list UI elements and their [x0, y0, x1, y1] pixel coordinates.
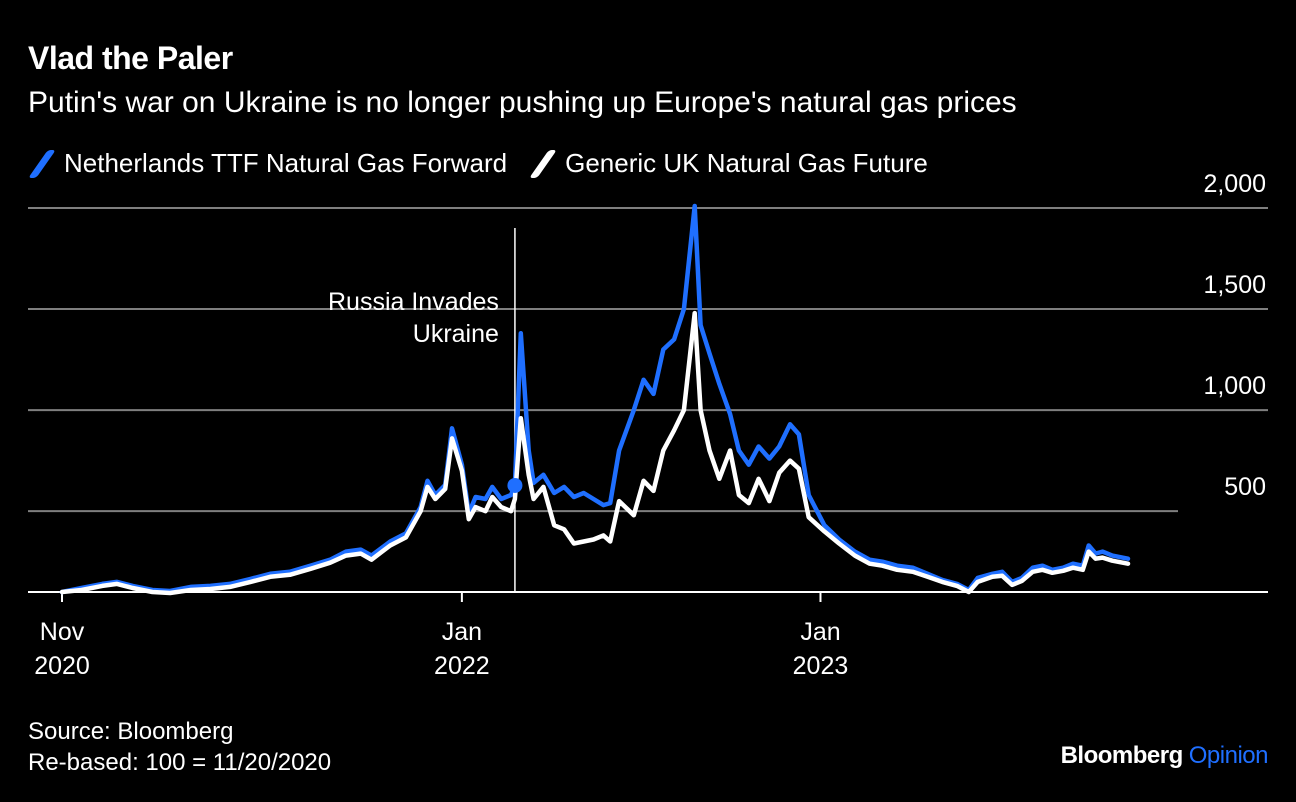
legend: Netherlands TTF Natural Gas Forward Gene…: [28, 148, 950, 179]
brand-logo: Bloomberg Opinion: [1060, 742, 1269, 770]
legend-label-ttf: Netherlands TTF Natural Gas Forward: [64, 148, 508, 178]
x-tick-label-year: 2023: [793, 652, 849, 680]
source-note: Source: Bloomberg Re-based: 100 = 11/20/…: [28, 716, 331, 778]
x-tick-label-month: Jan: [800, 618, 840, 646]
legend-item-uk: Generic UK Natural Gas Future: [529, 148, 928, 179]
annotation-label-line1: Russia Invades: [328, 288, 499, 316]
y-tick-label: 500: [1224, 473, 1266, 501]
y-tick-label: 1,500: [1203, 271, 1266, 299]
invasion-marker-dot: [507, 477, 523, 493]
brand-suffix: Opinion: [1188, 742, 1269, 769]
series-line-ttf: [59, 203, 1131, 595]
brand-name: Bloomberg: [1060, 742, 1184, 769]
source-text: Source: Bloomberg: [28, 718, 234, 745]
x-tick-label-month: Nov: [40, 618, 85, 646]
chart-subtitle: Putin's war on Ukraine is no longer push…: [28, 86, 1017, 119]
rebase-note: Re-based: 100 = 11/20/2020: [28, 749, 332, 776]
y-tick-label: 1,000: [1203, 372, 1266, 400]
legend-item-ttf: Netherlands TTF Natural Gas Forward: [28, 148, 507, 179]
x-tick-label-year: 2022: [434, 652, 490, 680]
legend-label-uk: Generic UK Natural Gas Future: [565, 148, 928, 178]
series-line-uk: [59, 310, 1131, 596]
x-tick-label-year: 2020: [34, 652, 90, 680]
line-chart: 500 1,000 1,500 2,000 Nov 2020 Jan 2022 Jan 2023 R…: [28, 170, 1268, 680]
chart-title: Vlad the Paler: [28, 40, 233, 76]
annotation-label-line2: Ukraine: [413, 320, 499, 348]
x-tick-label-month: Jan: [442, 618, 482, 646]
y-tick-label: 2,000: [1203, 170, 1266, 198]
